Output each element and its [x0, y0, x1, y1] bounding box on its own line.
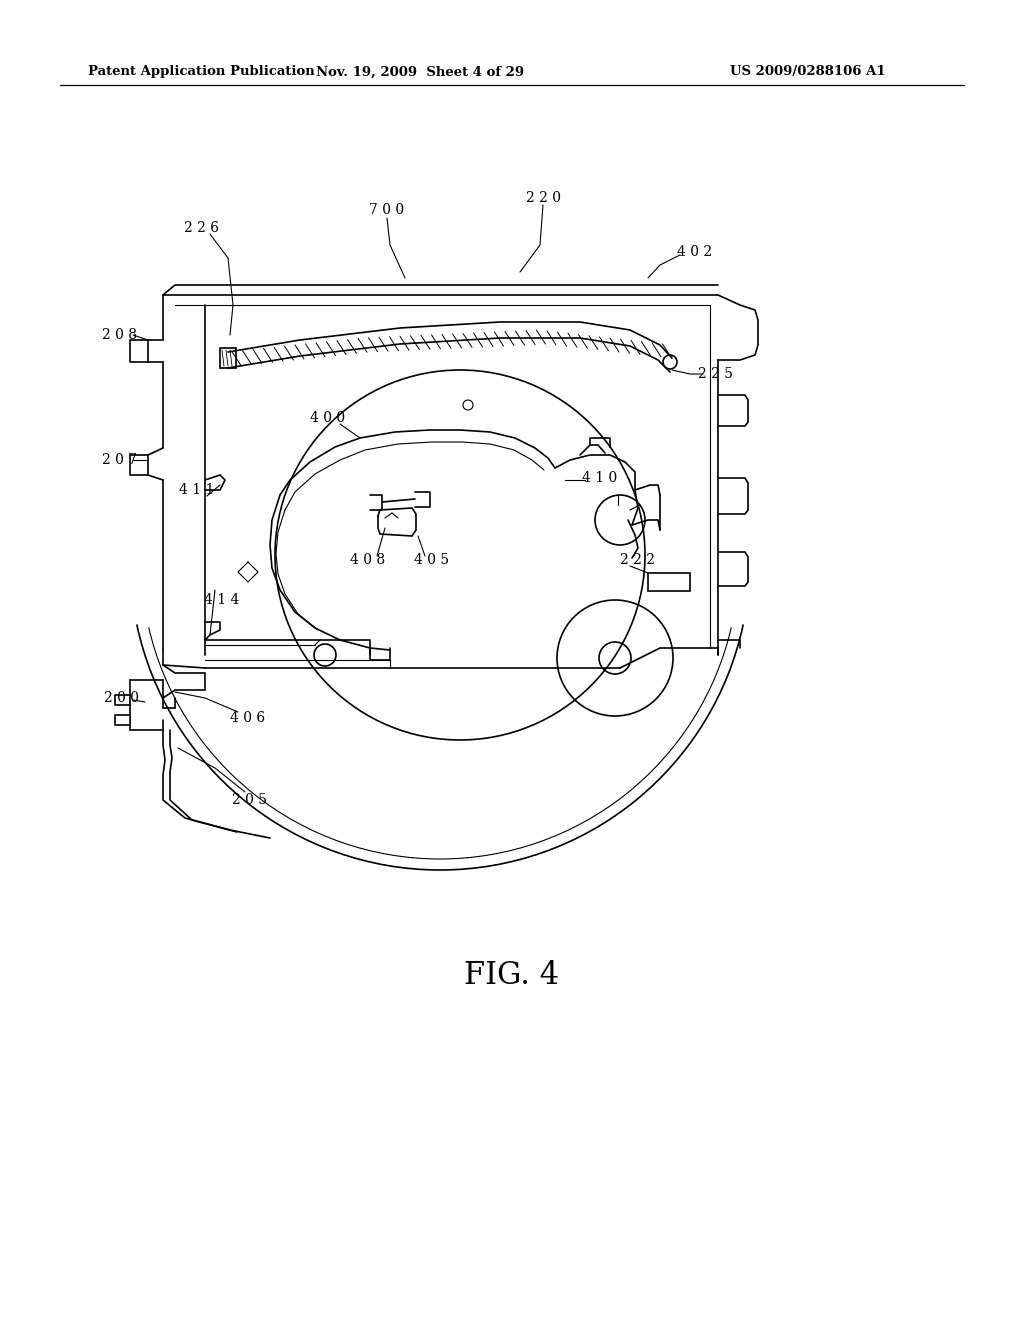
- Text: 4 1 0: 4 1 0: [583, 471, 617, 484]
- Text: 4 0 8: 4 0 8: [350, 553, 386, 568]
- Text: Nov. 19, 2009  Sheet 4 of 29: Nov. 19, 2009 Sheet 4 of 29: [316, 66, 524, 78]
- Text: Patent Application Publication: Patent Application Publication: [88, 66, 314, 78]
- Text: 4 0 0: 4 0 0: [310, 411, 345, 425]
- Text: 2 0 7: 2 0 7: [102, 453, 137, 467]
- Text: FIG. 4: FIG. 4: [465, 960, 559, 990]
- Text: US 2009/0288106 A1: US 2009/0288106 A1: [730, 66, 886, 78]
- Text: 2 2 5: 2 2 5: [697, 367, 732, 381]
- Bar: [648, 573, 690, 591]
- Text: 2 0 8: 2 0 8: [102, 327, 137, 342]
- Text: 2 2 6: 2 2 6: [184, 220, 219, 235]
- Bar: [220, 348, 236, 368]
- Text: 4 1 4: 4 1 4: [205, 593, 240, 607]
- Text: 2 2 0: 2 2 0: [525, 191, 560, 205]
- Text: 2 2 2: 2 2 2: [621, 553, 655, 568]
- Text: 4 0 5: 4 0 5: [415, 553, 450, 568]
- Text: 4 1 1: 4 1 1: [179, 483, 215, 498]
- Text: 2 0 0: 2 0 0: [104, 690, 139, 705]
- Text: 2 0 5: 2 0 5: [232, 793, 267, 807]
- Text: 4 0 2: 4 0 2: [678, 246, 713, 259]
- Text: 7 0 0: 7 0 0: [370, 203, 404, 216]
- Text: 4 0 6: 4 0 6: [230, 711, 265, 725]
